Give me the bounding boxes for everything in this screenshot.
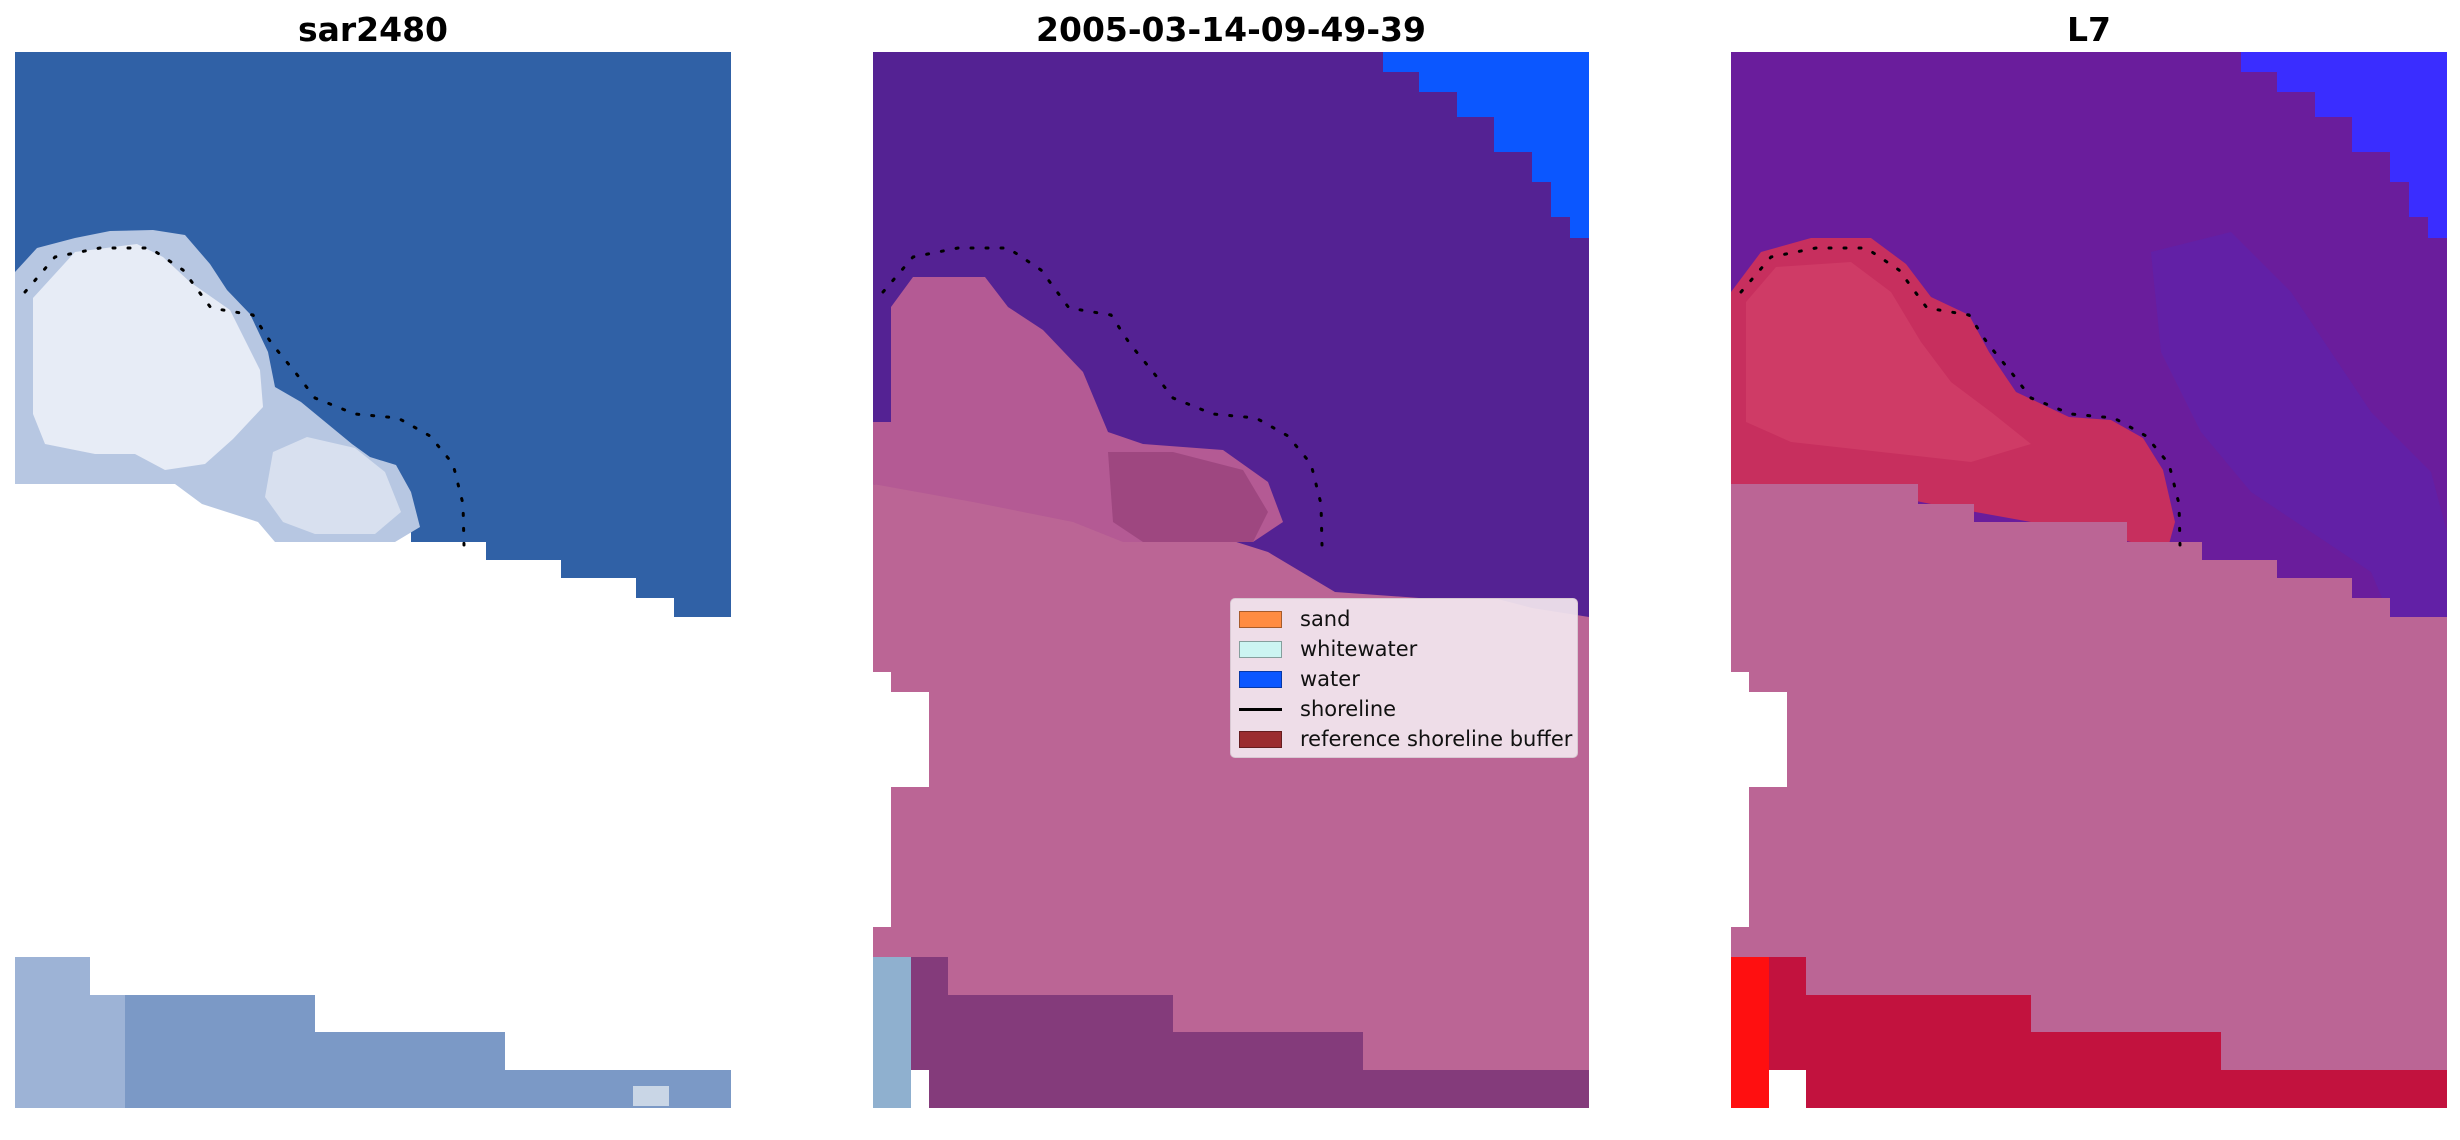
nodata-left-notch-prob bbox=[1731, 692, 1787, 787]
beach-bright-pixel bbox=[633, 1086, 669, 1106]
legend-patch-swatch bbox=[1239, 640, 1282, 658]
probability-image-panel bbox=[1731, 52, 2447, 1108]
prob-beach-region bbox=[1731, 957, 2447, 1108]
legend-label: whitewater bbox=[1300, 637, 1418, 661]
legend-label: reference shoreline buffer bbox=[1300, 727, 1573, 751]
legend-label: water bbox=[1300, 667, 1360, 691]
prob-water-pure-corner bbox=[2221, 52, 2447, 238]
legend: sand whitewater water shoreline reference sh… bbox=[1230, 598, 1578, 758]
prob-land-pure bbox=[1731, 957, 1769, 1108]
legend-patch-swatch bbox=[1239, 670, 1282, 688]
surf-bright bbox=[33, 244, 263, 470]
panel-title-probability: L7 bbox=[2067, 10, 2111, 49]
legend-patch-swatch bbox=[1239, 610, 1282, 628]
prob-land-light bbox=[1746, 262, 2031, 462]
prob-sand-region bbox=[1731, 484, 2447, 1108]
surf-bright-2 bbox=[265, 437, 401, 534]
beach-region-rgb bbox=[15, 957, 731, 1108]
legend-label: sand bbox=[1300, 607, 1351, 631]
nodata-left-notch bbox=[873, 692, 929, 787]
prob-water-mid bbox=[2151, 232, 2447, 617]
legend-item: shoreline bbox=[1239, 695, 1396, 723]
rgb-image-panel bbox=[15, 52, 731, 1108]
legend-item: reference shoreline buffer bbox=[1239, 725, 1572, 753]
rgb-strip-left bbox=[873, 957, 911, 1108]
beach-class-region-inner bbox=[911, 957, 1589, 1108]
legend-patch-swatch bbox=[1239, 730, 1282, 748]
panel-title-classified: 2005-03-14-09-49-39 bbox=[1036, 10, 1426, 49]
legend-item: sand bbox=[1239, 605, 1350, 633]
panel-title-rgb: sar2480 bbox=[297, 10, 449, 49]
legend-item: water bbox=[1239, 665, 1360, 693]
legend-item: whitewater bbox=[1239, 635, 1417, 663]
whitewater-dark bbox=[1108, 452, 1268, 542]
legend-line-swatch bbox=[1239, 707, 1282, 711]
classified-image-panel bbox=[873, 52, 1589, 1108]
beach-light bbox=[15, 957, 125, 1108]
legend-label: shoreline bbox=[1300, 697, 1397, 721]
pure-water-corner bbox=[1363, 52, 1589, 238]
